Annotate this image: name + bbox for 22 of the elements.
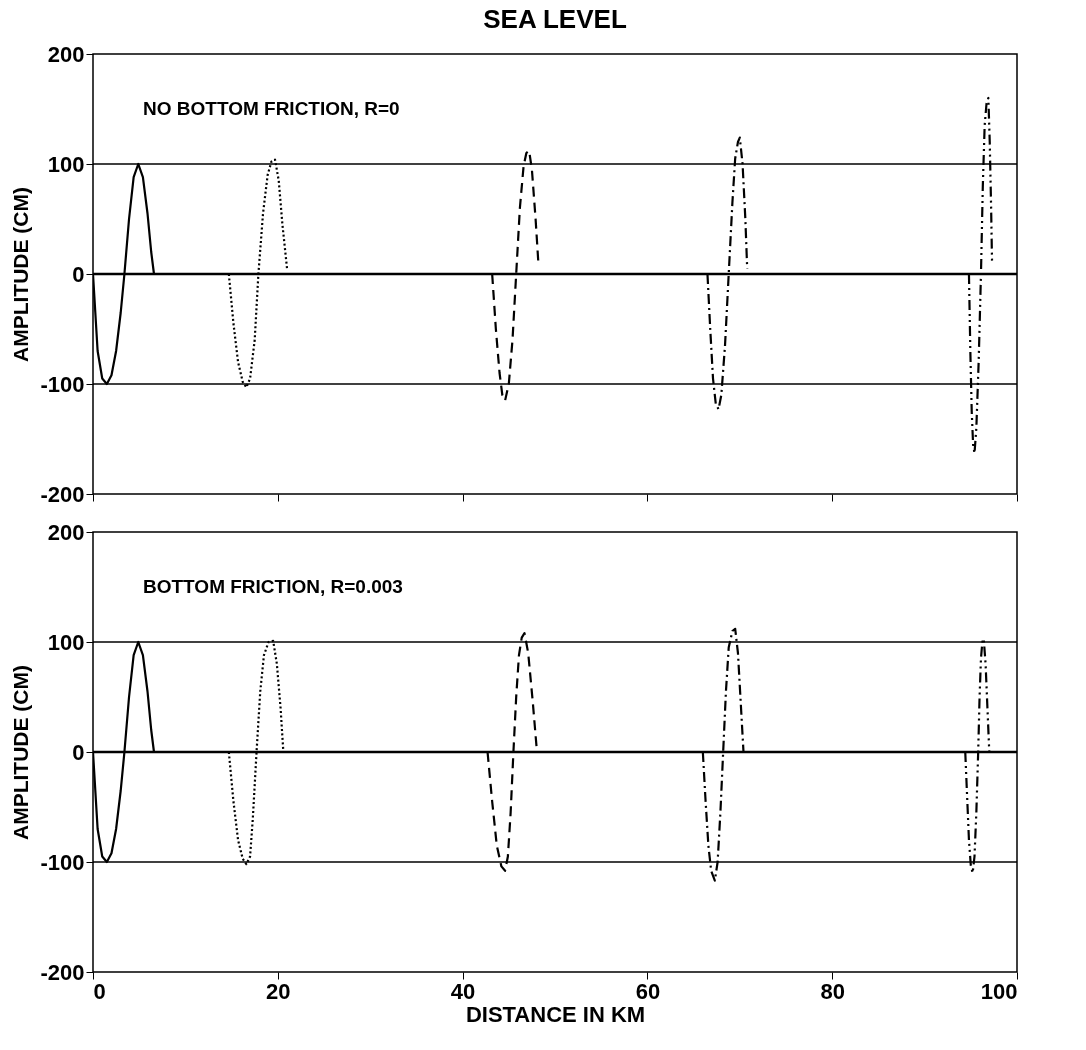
x-tick-label: 100 xyxy=(980,978,1018,1004)
y-tick-label: -100 xyxy=(40,371,85,397)
y-tick-label: 0 xyxy=(72,261,85,287)
x-tick-label: 40 xyxy=(450,978,476,1004)
y-tick-label: -100 xyxy=(40,849,85,875)
y-tick-label: -200 xyxy=(40,481,85,507)
y-axis-title: AMPLITUDE (CM) xyxy=(9,665,33,840)
x-axis-title: DISTANCE IN KM xyxy=(465,1001,646,1027)
x-tick-label: 0 xyxy=(93,978,106,1004)
annotation: BOTTOM FRICTION, R=0.003 xyxy=(143,576,403,597)
chart-title: SEA LEVEL xyxy=(483,4,627,34)
x-tick-label: 80 xyxy=(820,978,845,1004)
x-tick-label: 20 xyxy=(266,978,291,1004)
y-tick-label: 0 xyxy=(72,739,85,765)
y-tick-label: 100 xyxy=(47,629,85,655)
annotation: NO BOTTOM FRICTION, R=0 xyxy=(143,98,400,119)
y-tick-label: 100 xyxy=(47,151,85,177)
y-axis-title: AMPLITUDE (CM) xyxy=(9,187,33,362)
y-tick-label: 200 xyxy=(47,41,85,67)
y-tick-label: -200 xyxy=(40,959,85,985)
y-tick-label: 200 xyxy=(47,519,85,545)
x-tick-label: 60 xyxy=(635,978,661,1004)
